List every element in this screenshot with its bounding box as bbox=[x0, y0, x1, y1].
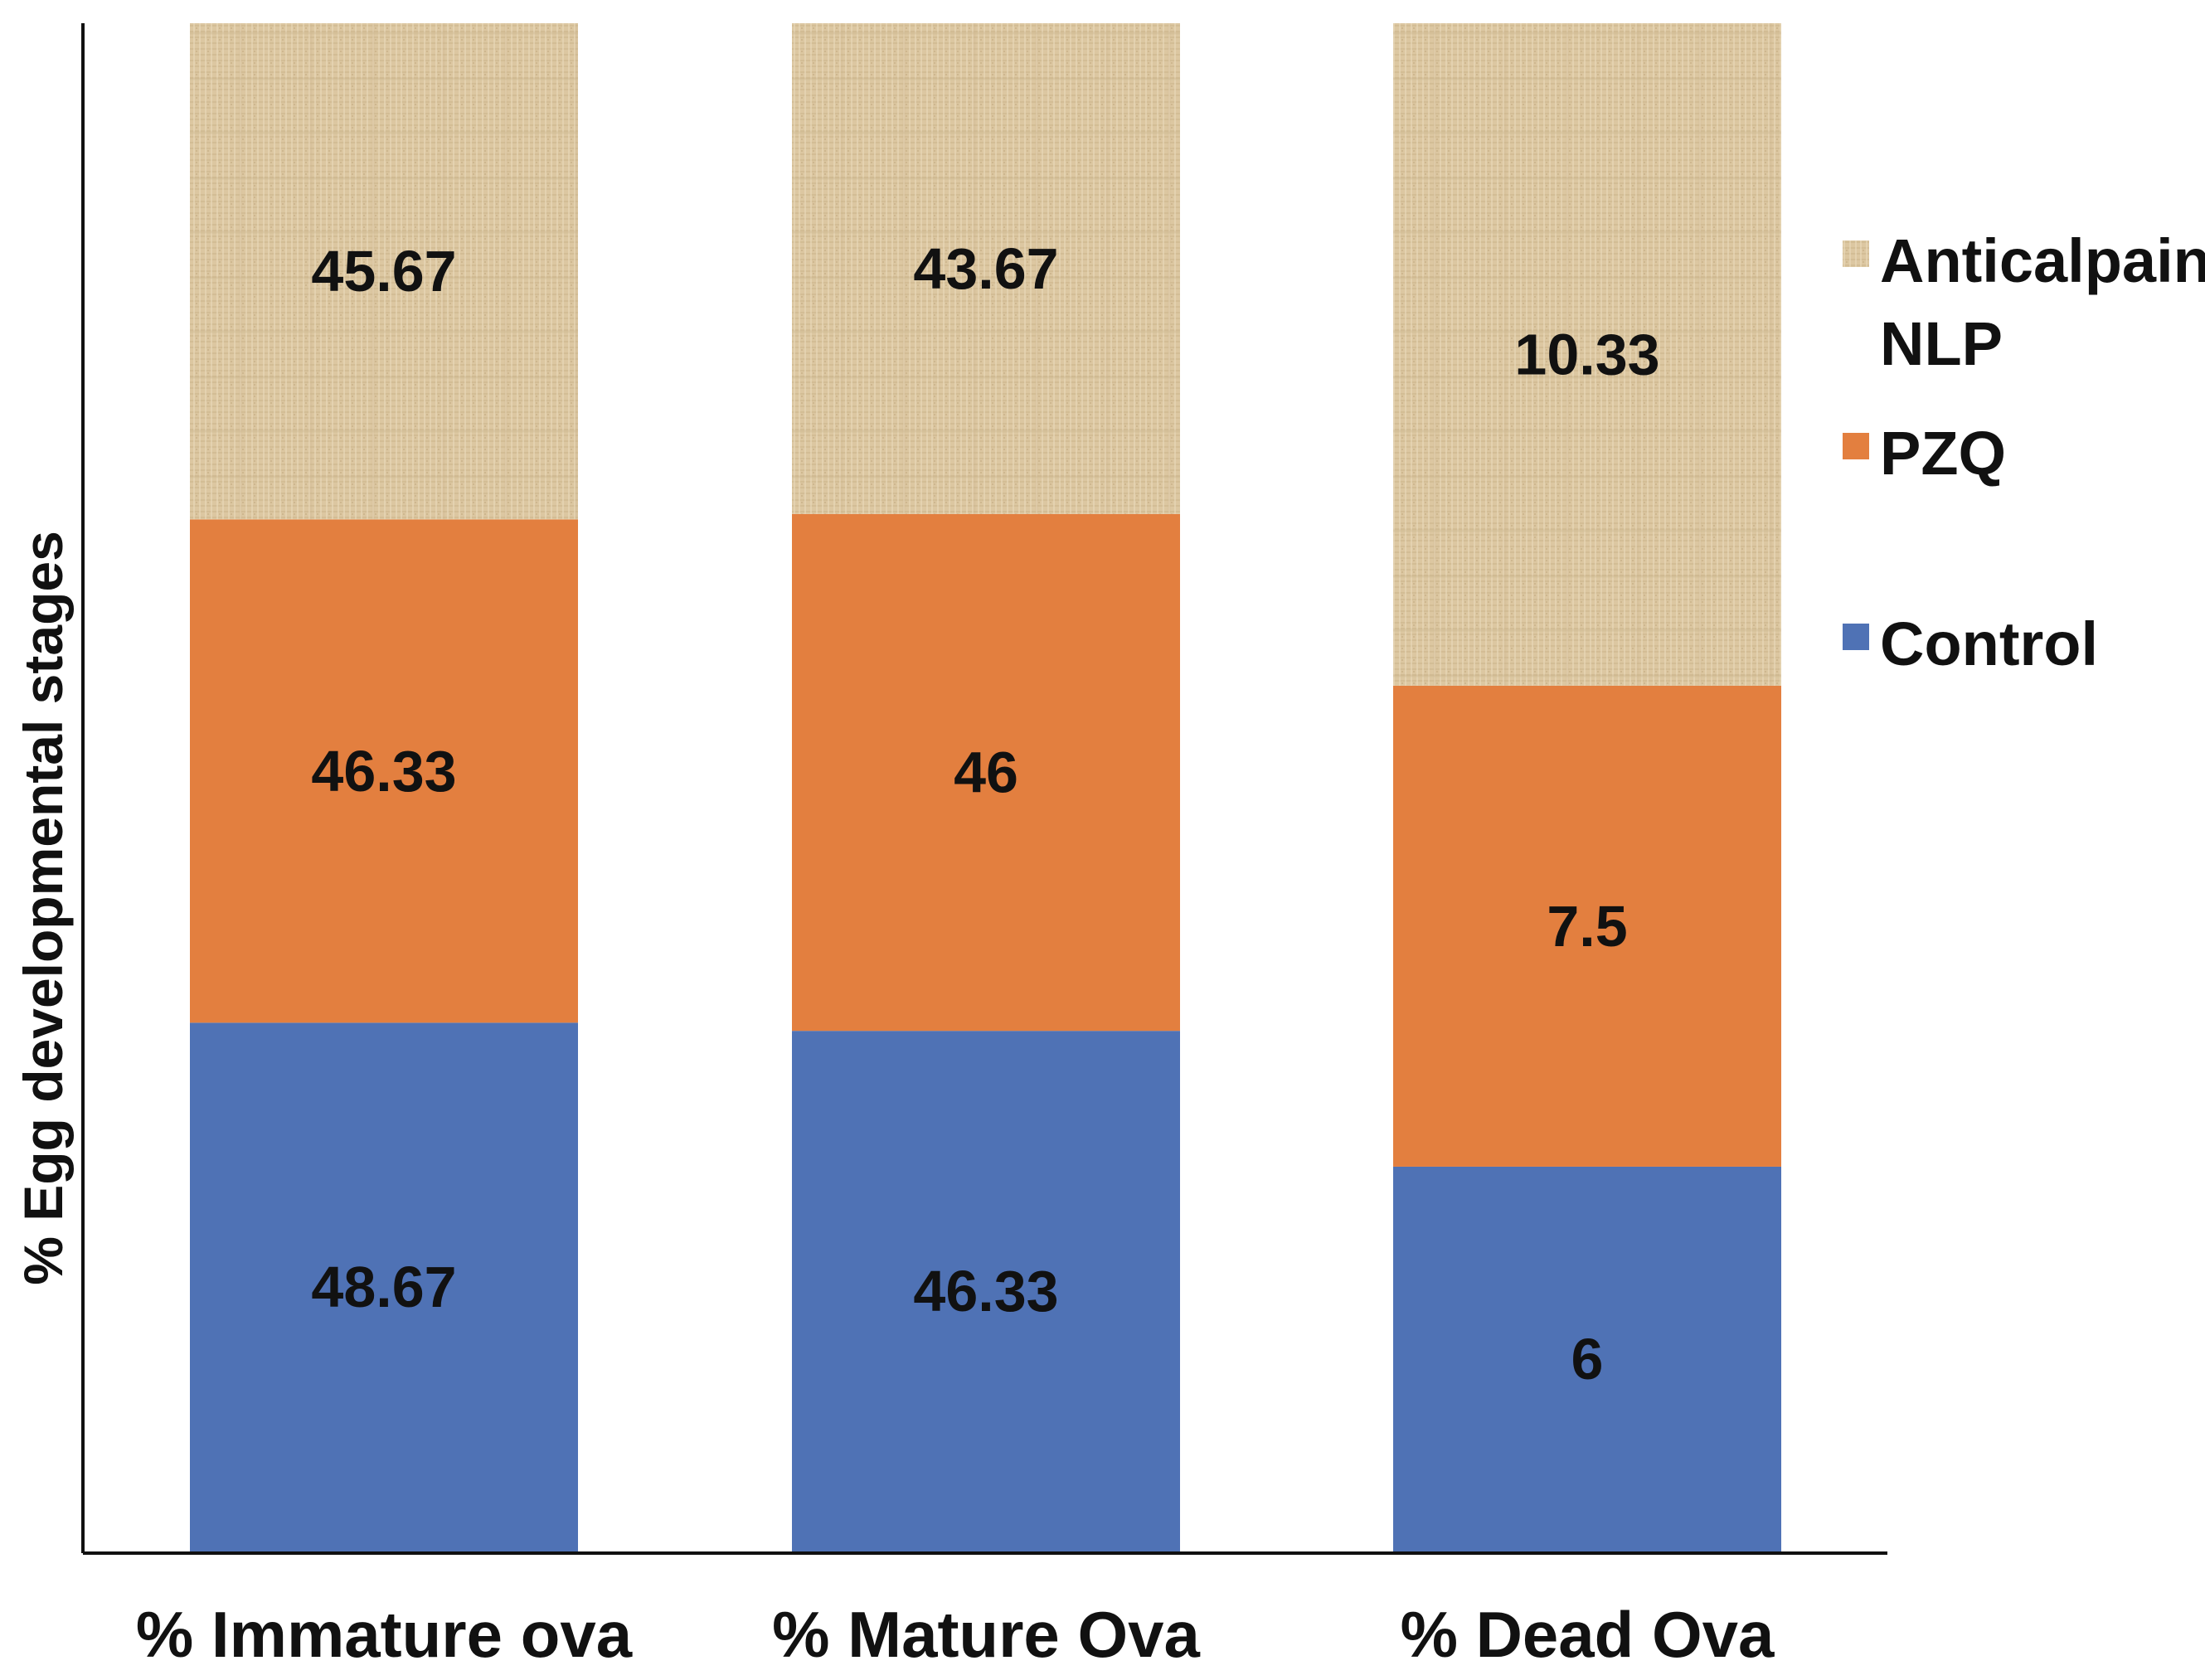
bar-segment-pzq-immature-ova bbox=[190, 519, 578, 1023]
bar-segment-pzq-dead-ova bbox=[1393, 685, 1781, 1167]
data-label-pzq-dead-ova: 7.5 bbox=[1547, 894, 1627, 959]
data-label-anticalpain-nlp-mature-ova: 43.67 bbox=[913, 236, 1058, 301]
bar-segment-anticalpain-nlp-immature-ova bbox=[190, 23, 578, 520]
bar-segment-anticalpain-nlp-dead-ova bbox=[1393, 23, 1781, 686]
data-label-control-immature-ova: 48.67 bbox=[311, 1255, 456, 1319]
bar-segment-control-immature-ova bbox=[190, 1022, 578, 1551]
data-label-control-mature-ova: 46.33 bbox=[913, 1259, 1058, 1323]
legend: Anticalpain- NLP PZQ Control bbox=[1843, 226, 2205, 678]
data-label-control-dead-ova: 6 bbox=[1571, 1327, 1604, 1391]
x-tick-label-immature-ova: % Immature ova bbox=[136, 1598, 633, 1671]
bar-segment-control-mature-ova bbox=[792, 1031, 1180, 1551]
legend-label-anticalpain-nlp-line-2: NLP bbox=[1880, 309, 2003, 378]
data-label-pzq-immature-ova: 46.33 bbox=[311, 739, 456, 804]
legend-swatch-anticalpain-nlp bbox=[1843, 240, 1869, 267]
y-axis-label: % Egg developmental stages bbox=[12, 531, 74, 1285]
bar-segment-anticalpain-nlp-mature-ova bbox=[792, 23, 1180, 514]
legend-label-control: Control bbox=[1880, 609, 2098, 678]
data-label-pzq-mature-ova: 46 bbox=[954, 740, 1018, 804]
data-label-anticalpain-nlp-dead-ova: 10.33 bbox=[1514, 322, 1659, 386]
x-tick-labels: % Immature ova % Mature Ova % Dead Ova bbox=[136, 1598, 1775, 1671]
legend-label-pzq: PZQ bbox=[1880, 419, 2006, 488]
bars-layer bbox=[190, 23, 1781, 1551]
legend-swatch-control bbox=[1843, 624, 1869, 650]
legend-swatch-pzq bbox=[1843, 433, 1869, 459]
x-tick-label-dead-ova: % Dead Ova bbox=[1401, 1598, 1775, 1671]
data-labels-layer: 48.67 46.33 45.67 46.33 46 43.67 6 7.5 10.33 bbox=[311, 236, 1659, 1391]
bar-segment-pzq-mature-ova bbox=[792, 513, 1180, 1032]
x-tick-label-mature-ova: % Mature Ova bbox=[772, 1598, 1200, 1671]
legend-label-anticalpain-nlp-line-1: Anticalpain- bbox=[1880, 226, 2205, 295]
data-label-anticalpain-nlp-immature-ova: 45.67 bbox=[311, 239, 456, 303]
bar-segment-control-dead-ova bbox=[1393, 1166, 1781, 1551]
